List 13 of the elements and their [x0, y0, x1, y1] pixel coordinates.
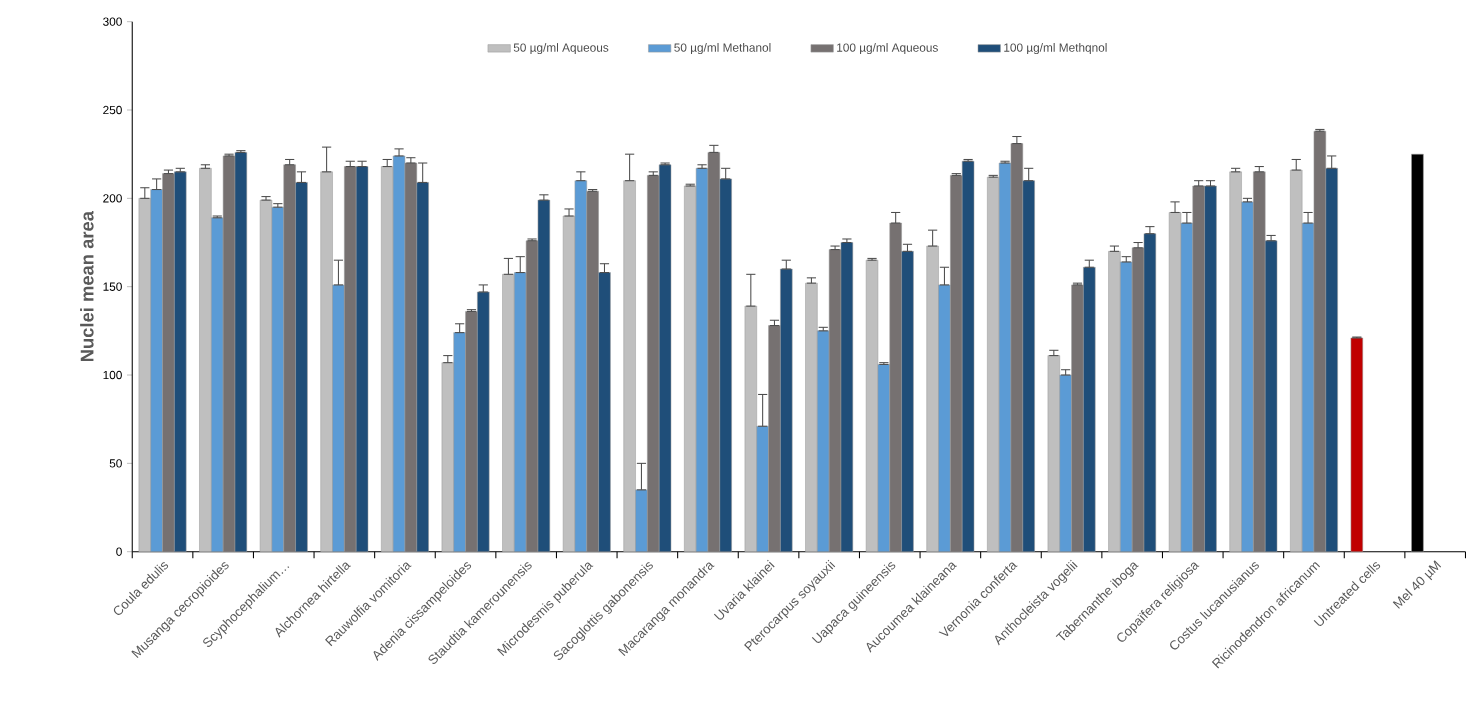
y-tick-label: 0 — [116, 547, 122, 556]
y-tick-label: 50 — [109, 459, 122, 468]
x-tick-label: Mel 40 µM — [1392, 560, 1442, 609]
y-tick-label: 100 — [103, 370, 122, 380]
legend-label: 50 µg/ml Aqueous — [513, 43, 609, 55]
y-tick-label: 150 — [103, 282, 122, 291]
legend-label: 100 µg/ml Aqueous — [837, 43, 938, 55]
y-axis-title: Nuclei mean area — [80, 210, 94, 362]
legend-label: 50 µg/ml Methanol — [674, 43, 771, 55]
y-tick-label: 200 — [103, 194, 122, 203]
y-tick-label: 300 — [103, 17, 122, 26]
legend-label: 100 µg/ml Methqnol — [1004, 43, 1107, 55]
y-tick-label: 250 — [103, 105, 122, 115]
